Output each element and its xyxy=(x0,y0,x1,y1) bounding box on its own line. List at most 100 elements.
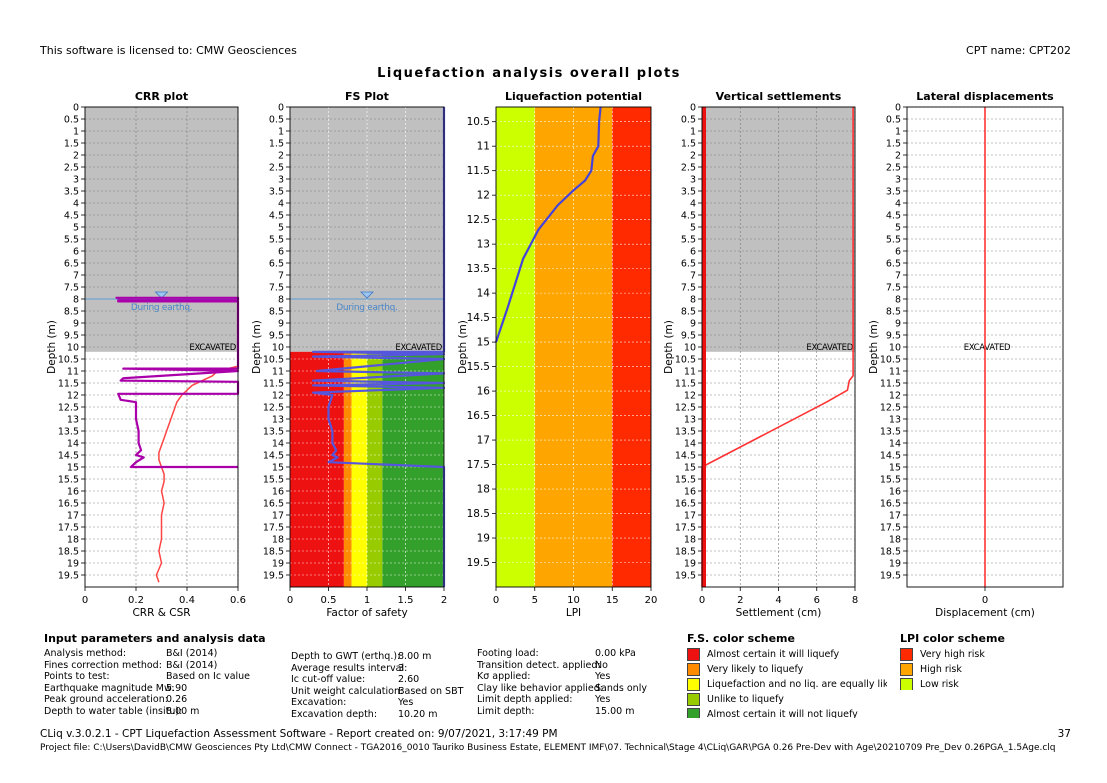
lpi-legend-title: LPI color scheme xyxy=(900,632,1005,645)
settle-ytick-label: 17.5 xyxy=(675,523,696,534)
settle-ytick-label: 11 xyxy=(684,367,696,378)
settle-ytick-label: 9 xyxy=(690,319,696,330)
lpi-ytick-label: 17 xyxy=(477,435,490,447)
params-col2: Depth to GWT (erthq.): 8.00 m Average resu… xyxy=(291,651,463,721)
fs-band-2 xyxy=(351,351,367,587)
lateral-ytick-label: 16.5 xyxy=(880,499,901,510)
fs-band-4 xyxy=(382,351,444,587)
fs-ytick-label: 4 xyxy=(278,199,284,210)
settle-frame xyxy=(701,106,856,588)
param-label: Limit depth: xyxy=(477,705,535,717)
fs-band-1 xyxy=(343,351,352,587)
fs-ytick-label: 19 xyxy=(272,559,284,570)
crr-ytick-label: 19.5 xyxy=(58,571,79,582)
settle-ytick-label: 5.5 xyxy=(681,235,696,246)
fs-ytick-label: 14.5 xyxy=(263,451,284,462)
param-row: Fines correction method: B&I (2014) xyxy=(44,660,217,672)
param-row: Earthquake magnitude Mw: 5.90 xyxy=(44,683,187,695)
lateral-ytick-label: 2 xyxy=(895,151,901,162)
settle-ytick-label: 5 xyxy=(690,223,696,234)
lpi-ytick-label: 11 xyxy=(477,141,490,153)
fs-ytick-label: 17 xyxy=(272,511,284,522)
lpi-ytick-label: 14.5 xyxy=(467,312,490,324)
settle-xtick-label: 2 xyxy=(737,595,743,606)
crr-ytick-label: 13 xyxy=(67,415,79,426)
fs-excavated-label: EXCAVATED xyxy=(395,343,442,353)
lateral-ytick-label: 1.5 xyxy=(886,139,901,150)
lateral-ytick-label: 17.5 xyxy=(880,523,901,534)
settle-ytick-label: 8.5 xyxy=(681,307,696,318)
param-value: 15.00 m xyxy=(595,705,635,717)
fs-ytick-label: 7 xyxy=(278,271,284,282)
crr-title: CRR plot xyxy=(135,90,188,103)
lpi-xtick-label: 5 xyxy=(532,595,538,606)
crr-ytick-label: 15 xyxy=(67,463,79,474)
crr-ytick-label: 16 xyxy=(67,487,79,498)
lateral-ytick-label: 19.5 xyxy=(880,571,901,582)
lateral-ytick-label: 12 xyxy=(889,391,901,402)
lateral-ytick-label: 4 xyxy=(895,199,901,210)
lateral-ytick-label: 11 xyxy=(889,367,901,378)
crr-ytick-label: 1 xyxy=(73,127,79,138)
param-label: Points to test: xyxy=(44,671,110,683)
lpi-band-2 xyxy=(612,107,651,587)
fs-ytick-label: 14 xyxy=(272,439,284,450)
crr-ytick-label: 1.5 xyxy=(64,139,79,150)
fs-xtick-label: 0 xyxy=(287,595,293,606)
settle-ytick-label: 14 xyxy=(684,439,696,450)
crr-excavated-label: EXCAVATED xyxy=(189,343,236,353)
lpi-ylabel: Depth (m) xyxy=(457,320,469,374)
fs-ylabel: Depth (m) xyxy=(251,320,263,374)
param-row: Transition detect. applied: No xyxy=(477,660,608,672)
crr-ytick-label: 16.5 xyxy=(58,499,79,510)
crr-xtick-label: 0.6 xyxy=(230,595,246,606)
param-value: 8.00 m xyxy=(166,705,200,717)
legend-swatch xyxy=(687,708,700,718)
lateral-ytick-label: 18.5 xyxy=(880,547,901,558)
param-value: B&I (2014) xyxy=(166,648,218,659)
lateral-frame xyxy=(906,106,1064,588)
param-row: Limit depth: 15.00 m xyxy=(477,705,634,718)
crr-ytick-label: 8.5 xyxy=(64,307,79,318)
settle-ytick-label: 0 xyxy=(690,103,696,114)
lateral-ytick-label: 15 xyxy=(889,463,901,474)
fs-ytick-label: 2 xyxy=(278,151,284,162)
fs-ytick-label: 3 xyxy=(278,175,284,186)
fs-ytick-label: 8 xyxy=(278,295,284,306)
fs-ytick-label: 10.5 xyxy=(263,355,284,366)
fs-xtick-label: 1.5 xyxy=(398,595,414,606)
crr-ytick-label: 0.5 xyxy=(64,115,79,126)
param-label: Footing load: xyxy=(477,648,539,659)
settle-ytick-label: 17 xyxy=(684,511,696,522)
project-file: Project file: C:\Users\DavidB\CMW Geosci… xyxy=(40,743,1056,753)
fs-xtick-label: 2 xyxy=(441,595,447,606)
param-value: 0.00 kPa xyxy=(595,648,636,659)
crr-ytick-label: 9.5 xyxy=(64,331,79,342)
crr-ytick-label: 17.5 xyxy=(58,523,79,534)
crr-gwt-label: During earthq. xyxy=(131,303,192,313)
settle-ytick-label: 4.5 xyxy=(681,211,696,222)
legend-swatch xyxy=(687,648,700,661)
lateral-ytick-label: 0 xyxy=(895,103,901,114)
fs-ytick-label: 5.5 xyxy=(269,235,284,246)
param-value: No xyxy=(595,659,608,671)
lpi-xtick-label: 20 xyxy=(645,595,658,606)
settle-ytick-label: 16.5 xyxy=(675,499,696,510)
settle-ytick-label: 7.5 xyxy=(681,283,696,294)
fs-ytick-label: 1 xyxy=(278,127,284,138)
crr-ytick-label: 18 xyxy=(67,535,79,546)
crr-ytick-label: 0 xyxy=(73,103,79,114)
settle-ytick-label: 1.5 xyxy=(681,139,696,150)
param-row: Kσ applied: Yes xyxy=(477,671,610,683)
settle-ytick-label: 10 xyxy=(684,343,696,354)
param-value: Yes xyxy=(398,697,414,709)
crr-ytick-label: 4 xyxy=(73,199,79,210)
lateral-ytick-label: 9.5 xyxy=(886,331,901,342)
lateral-ytick-label: 6 xyxy=(895,247,901,258)
settle-xtick-label: 6 xyxy=(814,595,820,606)
lateral-ytick-label: 18 xyxy=(889,535,901,546)
settle-ytick-label: 19.5 xyxy=(675,571,696,582)
lpi-legend: Very high risk High risk Low risk xyxy=(900,648,1020,690)
lpi-ytick-label: 14 xyxy=(477,288,491,300)
lateral-ytick-label: 2.5 xyxy=(886,163,901,174)
